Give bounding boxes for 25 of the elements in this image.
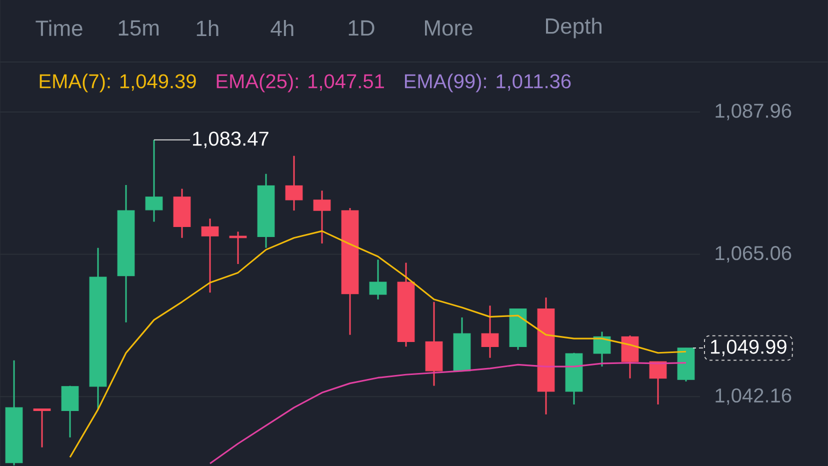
annotation: 1,083.47 xyxy=(193,132,268,148)
candlestick xyxy=(201,218,219,294)
text: 1h xyxy=(196,20,218,36)
candlestick xyxy=(33,408,51,448)
y-tick-label: 1,065.06 xyxy=(716,246,792,263)
candlestick xyxy=(229,230,247,265)
candlestick xyxy=(145,139,163,222)
candlestick xyxy=(313,190,331,244)
text: EMA(25): 1,047.51 xyxy=(216,74,384,92)
candlestick xyxy=(593,330,611,368)
candlestick xyxy=(649,360,667,406)
text: 4h xyxy=(270,20,294,36)
text: Depth xyxy=(546,18,602,38)
text: EMA(7): 1,049.39 xyxy=(40,74,196,92)
text: Time xyxy=(36,20,82,36)
y-tick-label: 1,042.16 xyxy=(716,388,792,405)
candlestick xyxy=(369,258,387,300)
text: More xyxy=(425,20,472,36)
text: 15m xyxy=(118,20,159,36)
candlestick xyxy=(285,155,303,212)
legend-label: EMA(99): 1,011.36 xyxy=(404,74,571,92)
text: 1D xyxy=(348,20,374,36)
candlestick xyxy=(481,304,499,359)
ref-line-label: 1,049.99 xyxy=(711,340,786,356)
y-tick-label: 1,087.96 xyxy=(716,104,792,120)
